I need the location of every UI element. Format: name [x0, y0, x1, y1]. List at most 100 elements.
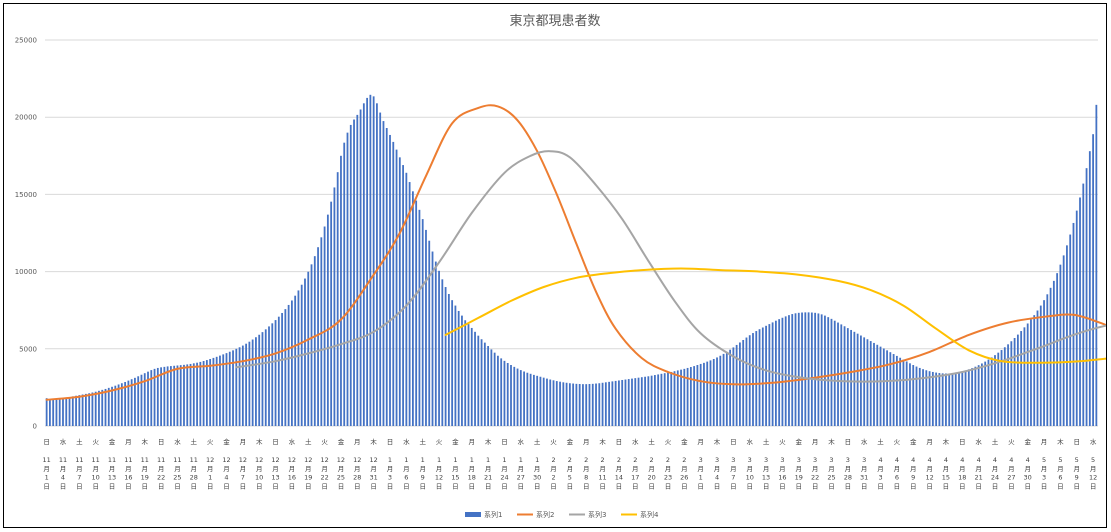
- bar: [425, 229, 427, 426]
- bar: [650, 375, 653, 426]
- bar: [984, 361, 987, 426]
- x-tick-date: 12 月 22 日: [320, 456, 328, 490]
- x-tick-date: 1 月 12 日: [435, 456, 443, 490]
- bar: [889, 352, 892, 426]
- bar: [235, 348, 238, 426]
- x-tick-date: 12 月 19 日: [304, 456, 312, 490]
- x-tick-weekday: 金: [109, 437, 116, 446]
- bar: [71, 396, 74, 426]
- bar: [915, 366, 918, 426]
- bar: [219, 355, 221, 426]
- bar: [568, 383, 571, 426]
- bar: [483, 342, 486, 426]
- bar: [712, 358, 715, 426]
- bar: [869, 341, 872, 426]
- bar: [62, 398, 64, 426]
- bar: [392, 141, 395, 427]
- bar: [575, 383, 578, 426]
- bar: [464, 320, 467, 426]
- bar: [510, 365, 512, 426]
- bar: [268, 326, 270, 426]
- bar: [127, 380, 130, 426]
- bar: [506, 363, 509, 426]
- chart-svg: 東京都現患者数 0 5000 10000 15000 20000 25000 日 11 月 1 日…: [15, 13, 1111, 519]
- bar: [843, 326, 846, 426]
- bar: [395, 149, 398, 426]
- bar: [981, 363, 983, 426]
- x-tick-date: 4 月 18 日: [958, 456, 966, 490]
- bar: [938, 373, 941, 426]
- bar: [519, 370, 522, 426]
- x-tick-weekday: 木: [599, 437, 606, 446]
- bar: [866, 339, 869, 426]
- bar: [192, 363, 195, 426]
- x-tick-date: 12 月 28 日: [353, 456, 361, 490]
- x-tick-weekday: 土: [877, 437, 884, 446]
- bar: [114, 385, 117, 426]
- bar: [238, 347, 241, 426]
- x-tick-weekday: 日: [158, 438, 165, 446]
- bar: [143, 373, 146, 426]
- bar: [78, 395, 81, 426]
- x-tick-weekday: 日: [730, 438, 737, 446]
- x-tick-date: 11 月 25 日: [173, 456, 181, 490]
- x-tick-date: 2 月 14 日: [615, 456, 623, 490]
- x-tick-date: 12 月 1 日: [206, 456, 214, 490]
- bar: [637, 377, 640, 426]
- bar: [1049, 287, 1052, 426]
- bar: [899, 357, 902, 426]
- bar: [65, 397, 68, 426]
- bar: [1026, 323, 1029, 426]
- bar: [457, 310, 460, 426]
- x-tick-date: 3 月 22 日: [811, 456, 819, 490]
- bar: [88, 393, 91, 426]
- bar: [797, 312, 800, 426]
- bar: [539, 376, 542, 426]
- bar: [882, 348, 885, 426]
- bar: [1016, 334, 1019, 426]
- bar: [1046, 294, 1049, 426]
- bar: [398, 157, 401, 426]
- bar: [909, 363, 911, 426]
- x-tick-weekday: 土: [76, 437, 83, 446]
- bar: [1066, 245, 1068, 426]
- bar: [585, 384, 588, 426]
- bar: [225, 353, 228, 426]
- bar: [804, 312, 807, 426]
- bar: [722, 353, 725, 426]
- bar: [271, 323, 274, 426]
- x-tick-weekday: 日: [501, 438, 508, 446]
- bar: [255, 337, 257, 426]
- x-tick-weekday: 金: [223, 437, 230, 446]
- bar: [336, 172, 339, 426]
- bar: [716, 357, 718, 426]
- bar: [52, 399, 55, 426]
- bar: [134, 377, 136, 426]
- bar: [477, 335, 480, 426]
- x-tick-weekday: 金: [1024, 437, 1031, 446]
- x-tick-date: 1 月 27 日: [517, 456, 525, 490]
- bar: [1013, 337, 1016, 426]
- bar: [379, 112, 382, 427]
- x-tick-date: 2 月 23 日: [664, 456, 672, 490]
- bar: [618, 380, 620, 426]
- x-tick-weekday: 月: [1041, 438, 1048, 446]
- x-tick-weekday: 月: [697, 438, 704, 446]
- bar: [1010, 341, 1013, 426]
- bar: [719, 355, 722, 426]
- bar: [389, 134, 391, 426]
- bar: [467, 324, 470, 426]
- bar: [951, 373, 954, 426]
- bar: [925, 370, 928, 426]
- bar: [1033, 315, 1036, 426]
- bar: [918, 367, 921, 426]
- bar: [974, 366, 977, 426]
- x-tick-weekday: 水: [289, 437, 296, 446]
- bar: [604, 382, 607, 426]
- x-tick-date: 11 月 16 日: [124, 456, 132, 490]
- bar: [523, 371, 525, 426]
- bar: [402, 165, 404, 426]
